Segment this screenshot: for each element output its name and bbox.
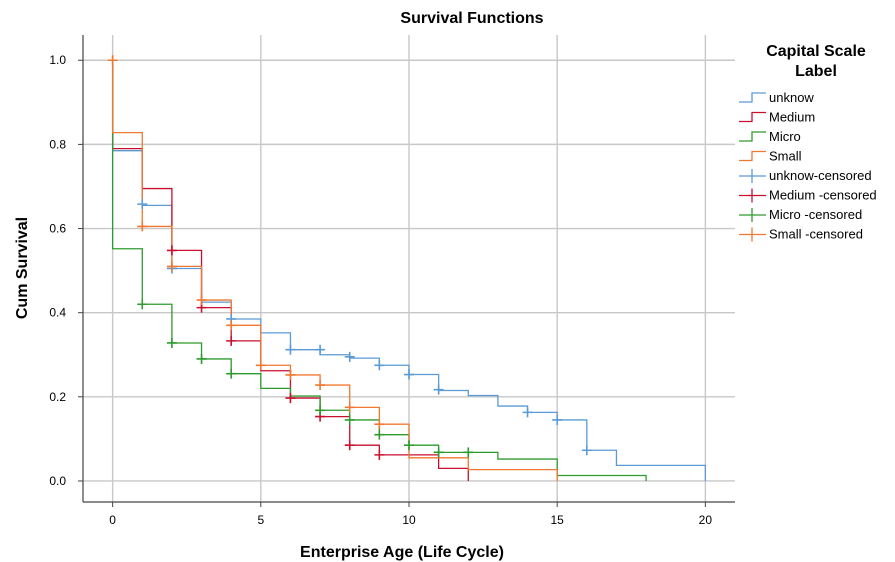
censor-mark-micro-censored-3 [226,368,237,379]
censor-mark-small-censored-5 [255,360,266,371]
legend-item-small-censored: Small -censored [739,227,863,242]
x-axis-label: Enterprise Age (Life Cycle) [300,544,504,561]
legend-swatch-unknow [739,92,766,103]
censor-mark-medium-censored-2 [226,335,237,346]
x-tick-label-15: 15 [551,513,565,527]
censor-mark-micro-censored-1 [166,337,177,348]
censor-mark-unknow-censored-8 [433,384,444,395]
censor-mark-medium-censored-6 [374,449,385,460]
legend-item-micro-censored: Micro -censored [739,207,862,222]
censor-mark-unknow-censored-11 [581,445,592,456]
legend-items: unknow Medium Micro Small unknow-censored Med… [739,90,877,242]
legend-swatch-medium [739,111,766,123]
x-tick-label-10: 10 [402,513,416,527]
axes [78,35,735,507]
gridlines [83,35,735,502]
tick-labels: 0 5 10 15 20 0.0 0.2 0.4 0.6 0.8 1.0 [49,53,712,527]
x-tick-label-20: 20 [699,513,713,527]
legend-label-unknow: unknow [769,90,814,105]
chart-title: Survival Functions [400,10,543,27]
censor-mark-small-censored-8 [344,402,355,413]
censor-mark-small-censored-9 [374,419,385,430]
y-tick-label-0.6: 0.6 [49,222,66,236]
x-tick-label-5: 5 [257,513,264,527]
censor-mark-unknow-censored-4 [315,344,326,355]
y-tick-label-0.8: 0.8 [49,137,66,151]
legend-label-small: Small [769,149,802,164]
legend-swatch-micro-censored [739,208,766,222]
censor-mark-unknow-censored-6 [374,360,385,371]
censor-mark-medium-censored-3 [285,393,296,404]
legend-title-line-2: Label [795,63,837,80]
legend-label-medium: Medium [769,110,815,125]
censor-mark-unknow-censored-5 [344,351,355,362]
legend-item-unknow: unknow [739,90,814,105]
censor-mark-medium-censored-0 [166,245,177,256]
y-tick-label-0.4: 0.4 [49,306,66,320]
x-tick-label-0: 0 [109,513,116,527]
legend-swatch-micro [739,131,766,142]
censor-marks [107,55,592,460]
censor-mark-small-censored-3 [196,295,207,306]
legend-label-unknow-censored: unknow-censored [769,168,872,183]
censor-mark-micro-censored-7 [404,440,414,451]
legend-item-medium-censored: Medium -censored [739,188,877,203]
censor-mark-small-censored-7 [315,380,326,391]
legend-item-small: Small [739,149,802,164]
legend-title-line-1: Capital Scale [766,43,866,60]
series-line-micro [111,60,647,481]
censor-mark-medium-censored-5 [344,440,355,451]
censor-mark-micro-censored-9 [463,447,474,458]
censor-mark-micro-censored-2 [196,353,207,364]
legend-swatch-small-censored [739,227,766,242]
censor-mark-micro-censored-6 [374,429,385,440]
censor-mark-small-censored-0 [107,55,118,66]
legend-label-medium-censored: Medium -censored [769,188,877,203]
censor-mark-small-censored-2 [166,261,177,272]
censor-mark-micro-censored-4 [315,405,326,416]
legend-item-micro: Micro [739,129,801,144]
legend-label-micro: Micro [769,129,801,144]
y-tick-label-1.0: 1.0 [49,53,66,67]
censor-mark-micro-censored-0 [137,299,148,310]
censor-mark-small-censored-6 [285,369,296,380]
legend-swatch-small [739,150,766,162]
censor-mark-unknow-censored-7 [404,369,414,380]
legend: Capital Scale Label unknow Medium Micro Sma… [739,43,877,242]
legend-item-unknow-censored: unknow-censored [739,168,872,183]
censor-mark-unknow-censored-10 [552,414,563,425]
legend-label-small-censored: Small -censored [769,227,863,242]
legend-swatch-unknow-censored [739,169,766,183]
censor-mark-unknow-censored-3 [285,344,296,355]
plot-area: 0 5 10 15 20 0.0 0.2 0.4 0.6 0.8 1.0 [49,35,735,527]
censor-mark-unknow-censored-9 [522,407,533,418]
censor-mark-micro-censored-8 [433,447,444,458]
legend-label-micro-censored: Micro -censored [769,207,862,222]
y-axis-label: Cum Survival [14,217,31,319]
y-tick-label-0.0: 0.0 [49,474,66,488]
censor-mark-micro-censored-5 [344,414,355,425]
y-tick-label-0.2: 0.2 [49,390,66,404]
censor-mark-small-censored-1 [137,221,148,232]
censor-mark-small-censored-4 [226,320,237,331]
legend-item-medium: Medium [739,110,815,125]
legend-swatch-medium-censored [739,188,766,203]
censor-mark-unknow-censored-0 [137,199,148,210]
